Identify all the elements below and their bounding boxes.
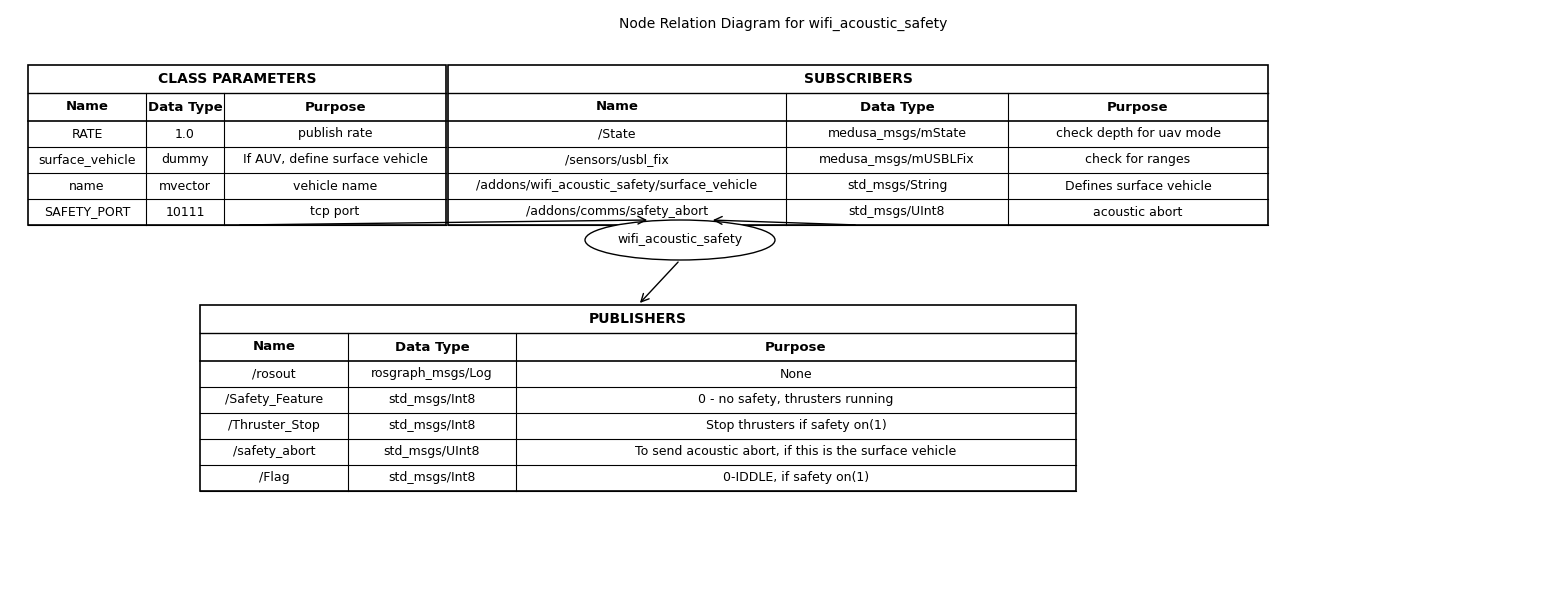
Text: mvector: mvector [160,180,212,193]
Bar [201,305,1077,491]
Text: None: None [780,368,812,380]
Text: Stop thrusters if safety on(1): Stop thrusters if safety on(1) [705,419,887,433]
Bar [448,65,1268,225]
Text: wifi_acoustic_safety: wifi_acoustic_safety [617,233,743,246]
Text: surface_vehicle: surface_vehicle [38,154,136,167]
Text: rosgraph_msgs/Log: rosgraph_msgs/Log [371,368,492,380]
Text: std_msgs/UInt8: std_msgs/UInt8 [384,446,480,459]
Text: std_msgs/Int8: std_msgs/Int8 [389,419,476,433]
Text: /Thruster_Stop: /Thruster_Stop [229,419,320,433]
Text: /rosout: /rosout [252,368,296,380]
Text: Purpose: Purpose [1108,101,1169,114]
Bar [28,65,447,225]
Text: publish rate: publish rate [298,127,373,140]
Text: Data Type: Data Type [860,101,934,114]
Text: /addons/comms/safety_abort: /addons/comms/safety_abort [527,205,708,218]
Text: Data Type: Data Type [147,101,223,114]
Text: /addons/wifi_acoustic_safety/surface_vehicle: /addons/wifi_acoustic_safety/surface_veh… [476,180,757,193]
Text: /Flag: /Flag [259,471,290,484]
Text: RATE: RATE [72,127,103,140]
Text: /sensors/usbl_fix: /sensors/usbl_fix [566,154,669,167]
Text: Name: Name [595,101,638,114]
Text: 0 - no safety, thrusters running: 0 - no safety, thrusters running [699,393,893,406]
Text: std_msgs/Int8: std_msgs/Int8 [389,471,476,484]
Text: Defines surface vehicle: Defines surface vehicle [1064,180,1211,193]
Text: std_msgs/Int8: std_msgs/Int8 [389,393,476,406]
Text: 1.0: 1.0 [176,127,194,140]
Text: vehicle name: vehicle name [293,180,378,193]
Text: medusa_msgs/mState: medusa_msgs/mState [827,127,967,140]
Text: Name: Name [66,101,108,114]
Text: acoustic abort: acoustic abort [1094,205,1183,218]
Text: check for ranges: check for ranges [1086,154,1191,167]
Text: tcp port: tcp port [310,205,359,218]
Text: SAFETY_PORT: SAFETY_PORT [44,205,130,218]
Text: To send acoustic abort, if this is the surface vehicle: To send acoustic abort, if this is the s… [635,446,956,459]
Text: Purpose: Purpose [765,340,827,353]
Text: PUBLISHERS: PUBLISHERS [589,312,686,326]
Text: Name: Name [252,340,296,353]
Ellipse shape [584,220,776,260]
Text: /safety_abort: /safety_abort [233,446,315,459]
Text: SUBSCRIBERS: SUBSCRIBERS [804,72,912,86]
Text: /State: /State [599,127,636,140]
Text: check depth for uav mode: check depth for uav mode [1056,127,1221,140]
Text: medusa_msgs/mUSBLFix: medusa_msgs/mUSBLFix [820,154,975,167]
Text: Data Type: Data Type [395,340,469,353]
Text: 10111: 10111 [165,205,205,218]
Text: If AUV, define surface vehicle: If AUV, define surface vehicle [243,154,428,167]
Text: std_msgs/String: std_msgs/String [846,180,946,193]
Text: name: name [69,180,105,193]
Text: CLASS PARAMETERS: CLASS PARAMETERS [158,72,317,86]
Text: std_msgs/UInt8: std_msgs/UInt8 [849,205,945,218]
Text: Purpose: Purpose [304,101,365,114]
Text: /Safety_Feature: /Safety_Feature [226,393,323,406]
Text: dummy: dummy [161,154,208,167]
Text: 0-IDDLE, if safety on(1): 0-IDDLE, if safety on(1) [722,471,870,484]
Text: Node Relation Diagram for wifi_acoustic_safety: Node Relation Diagram for wifi_acoustic_… [619,17,946,31]
